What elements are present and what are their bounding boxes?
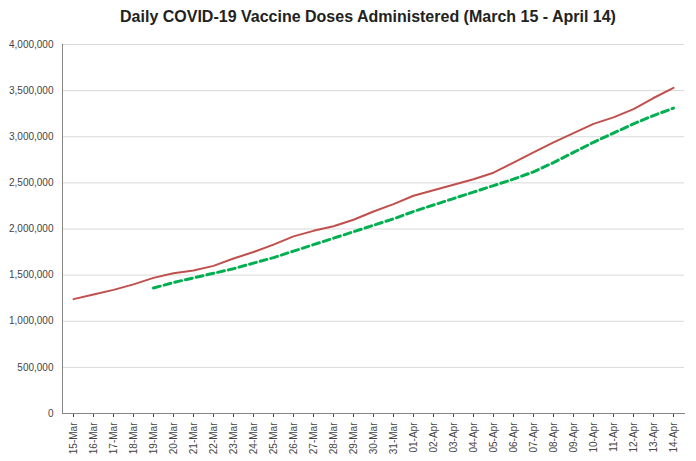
svg-text:4,000,000: 4,000,000 [9,39,54,50]
svg-text:05-Apr: 05-Apr [488,422,499,453]
svg-text:21-Mar: 21-Mar [188,422,199,454]
svg-text:01-Apr: 01-Apr [408,422,419,453]
svg-text:27-Mar: 27-Mar [308,422,319,454]
svg-text:15-Mar: 15-Mar [68,422,79,454]
svg-text:1,000,000: 1,000,000 [9,315,54,326]
svg-text:29-Mar: 29-Mar [348,422,359,454]
svg-text:06-Apr: 06-Apr [508,422,519,453]
svg-text:3,500,000: 3,500,000 [9,85,54,96]
svg-text:19-Mar: 19-Mar [148,422,159,454]
svg-text:09-Apr: 09-Apr [568,422,579,453]
svg-text:17-Mar: 17-Mar [108,422,119,454]
svg-text:23-Mar: 23-Mar [228,422,239,454]
svg-text:3,000,000: 3,000,000 [9,131,54,142]
svg-text:22-Mar: 22-Mar [208,422,219,454]
svg-text:2,000,000: 2,000,000 [9,223,54,234]
html-text:Daily COVID-19 Vaccine Doses A: Daily COVID-19 Vaccine Doses Administere… [120,8,616,25]
svg-text:03-Apr: 03-Apr [448,422,459,453]
svg-text:28-Mar: 28-Mar [328,422,339,454]
svg-text:13-Apr: 13-Apr [648,422,659,453]
svg-text:0: 0 [48,408,54,419]
svg-text:20-Mar: 20-Mar [168,422,179,454]
svg-text:18-Mar: 18-Mar [128,422,139,454]
svg-text:30-Mar: 30-Mar [368,422,379,454]
svg-text:16-Mar: 16-Mar [88,422,99,454]
svg-text:1,500,000: 1,500,000 [9,269,54,280]
svg-text:02-Apr: 02-Apr [428,422,439,453]
svg-text:11-Apr: 11-Apr [608,422,619,452]
svg-text:04-Apr: 04-Apr [468,422,479,453]
svg-text:10-Apr: 10-Apr [588,422,599,453]
svg-text:2,500,000: 2,500,000 [9,177,54,188]
svg-text:08-Apr: 08-Apr [548,422,559,453]
svg-text:14-Apr: 14-Apr [668,422,679,453]
svg-text:31-Mar: 31-Mar [388,422,399,454]
svg-text:12-Apr: 12-Apr [628,422,639,453]
svg-text:500,000: 500,000 [17,362,54,373]
svg-text:07-Apr: 07-Apr [528,422,539,453]
svg-text:24-Mar: 24-Mar [248,422,259,454]
svg-text:26-Mar: 26-Mar [288,422,299,454]
svg-text:25-Mar: 25-Mar [268,422,279,454]
